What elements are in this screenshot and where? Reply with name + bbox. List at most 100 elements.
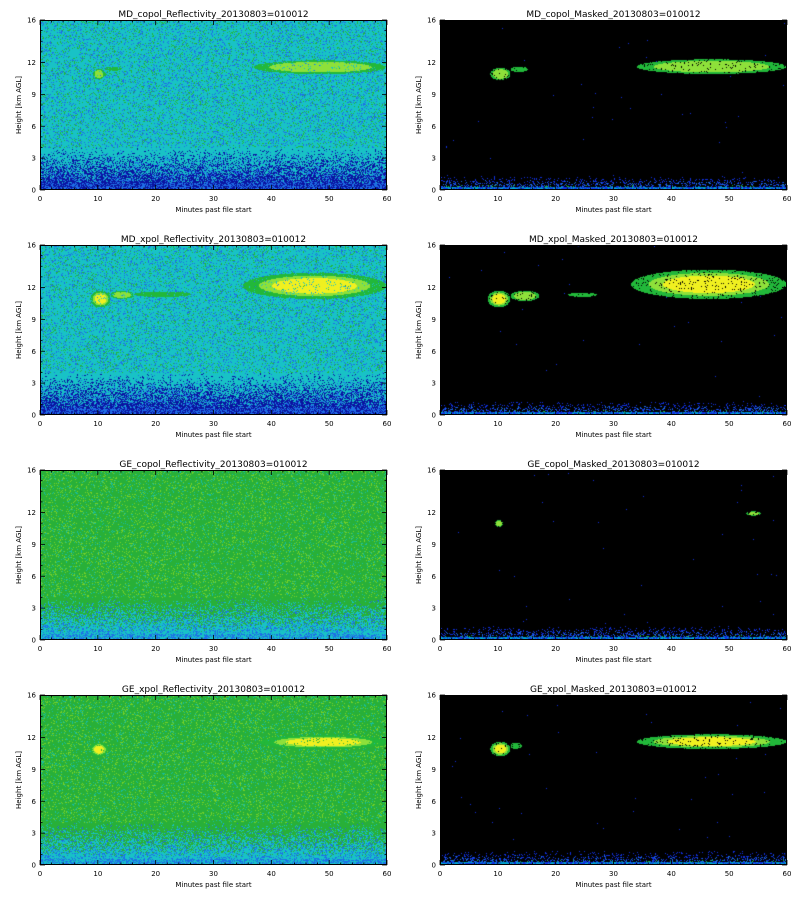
y-tick-label: 12 xyxy=(27,734,36,742)
x-axis-label: Minutes past file start xyxy=(175,206,252,214)
x-tick-label: 60 xyxy=(783,870,792,878)
radar-panel: MD_copol_Reflectivity_20130803=010012 0 10… xyxy=(0,0,400,225)
y-tick-label: 0 xyxy=(32,862,36,870)
y-tick-label: 16 xyxy=(427,17,436,25)
reflectivity-heatmap xyxy=(41,21,386,189)
y-tick-label: 9 xyxy=(32,541,36,549)
x-tick-label: 20 xyxy=(551,870,560,878)
reflectivity-heatmap xyxy=(441,471,786,639)
axes-overlay: 0 10 20 30 40 50 60 0 3 6 9 12 16 Height [km AGL] Minu… xyxy=(15,242,392,440)
axes-overlay: 0 10 20 30 40 50 60 0 3 6 9 12 16 Height [km AGL] Minu… xyxy=(15,692,391,890)
radar-panel: GE_copol_Reflectivity_20130803=010012 0 10… xyxy=(0,450,400,675)
y-tick-label: 16 xyxy=(27,692,36,700)
x-tick-label: 30 xyxy=(609,645,618,653)
panel-title: MD_copol_Masked_20130803=010012 xyxy=(526,10,701,20)
x-tick-label: 20 xyxy=(551,195,560,203)
x-tick-label: 40 xyxy=(267,870,276,878)
heatmap-plot-area xyxy=(40,470,387,640)
y-axis-label: Height [km AGL] xyxy=(415,751,423,809)
y-tick-label: 12 xyxy=(427,734,436,742)
y-tick-label: 12 xyxy=(27,284,36,292)
radar-panel: MD_copol_Masked_20130803=010012 0 10 20 30 40… xyxy=(400,0,800,225)
x-tick-label: 20 xyxy=(151,420,160,428)
y-tick-label: 9 xyxy=(32,316,36,324)
x-tick-label: 0 xyxy=(438,645,442,653)
y-tick-label: 6 xyxy=(32,573,37,581)
x-tick-label: 10 xyxy=(493,645,502,653)
x-tick-label: 0 xyxy=(38,420,42,428)
panel-title: MD_xpol_Reflectivity_20130803=010012 xyxy=(120,235,307,245)
x-tick-label: 20 xyxy=(151,195,160,203)
y-tick-label: 16 xyxy=(427,242,436,250)
panel-title: GE_xpol_Masked_20130803=010012 xyxy=(529,685,698,695)
x-tick-label: 50 xyxy=(325,420,334,428)
panel-title: MD_xpol_Masked_20130803=010012 xyxy=(528,235,699,245)
panel-title: GE_xpol_Reflectivity_20130803=010012 xyxy=(121,685,306,695)
x-tick-label: 40 xyxy=(667,645,676,653)
x-tick-label: 30 xyxy=(209,420,218,428)
x-tick-label: 20 xyxy=(551,645,560,653)
x-tick-label: 50 xyxy=(725,645,734,653)
y-tick-label: 6 xyxy=(432,348,437,356)
heatmap-plot-area xyxy=(440,20,787,190)
axes-overlay: 0 10 20 30 40 50 60 0 3 6 9 12 16 Height [km AGL] Minu… xyxy=(415,692,792,890)
x-tick-label: 10 xyxy=(493,420,502,428)
panel-title: GE_copol_Reflectivity_20130803=010012 xyxy=(119,460,308,470)
y-tick-label: 6 xyxy=(32,123,37,131)
x-tick-label: 50 xyxy=(725,195,734,203)
y-axis-label: Height [km AGL] xyxy=(15,76,23,134)
y-tick-label: 9 xyxy=(432,766,436,774)
y-tick-label: 3 xyxy=(432,380,436,388)
y-tick-label: 16 xyxy=(27,17,36,25)
axes-overlay: 0 10 20 30 40 50 60 0 3 6 9 12 16 Height [km AGL] Minu… xyxy=(415,467,792,665)
x-tick-label: 30 xyxy=(209,870,218,878)
y-axis-label: Height [km AGL] xyxy=(415,301,423,359)
reflectivity-heatmap xyxy=(441,21,786,189)
x-tick-label: 50 xyxy=(325,870,334,878)
y-tick-label: 0 xyxy=(432,412,436,420)
y-tick-label: 6 xyxy=(32,798,37,806)
y-axis-label: Height [km AGL] xyxy=(415,526,423,584)
radar-panel: MD_xpol_Masked_20130803=010012 0 10 20 30 40 5… xyxy=(400,225,800,450)
x-tick-label: 60 xyxy=(783,645,792,653)
x-tick-label: 60 xyxy=(383,420,392,428)
x-tick-label: 50 xyxy=(725,870,734,878)
y-tick-label: 12 xyxy=(427,509,436,517)
y-tick-label: 3 xyxy=(32,830,36,838)
panel-title: MD_copol_Reflectivity_20130803=010012 xyxy=(118,10,309,20)
x-tick-label: 0 xyxy=(38,195,42,203)
y-tick-label: 9 xyxy=(432,316,436,324)
y-axis-label: Height [km AGL] xyxy=(15,301,23,359)
x-tick-label: 50 xyxy=(725,420,734,428)
y-tick-label: 6 xyxy=(432,573,437,581)
reflectivity-heatmap xyxy=(41,696,386,864)
x-tick-label: 10 xyxy=(493,870,502,878)
y-tick-label: 12 xyxy=(27,59,36,67)
y-tick-label: 0 xyxy=(32,637,36,645)
heatmap-plot-area xyxy=(40,20,387,190)
y-tick-label: 3 xyxy=(432,155,436,163)
x-tick-label: 0 xyxy=(438,420,442,428)
y-tick-label: 0 xyxy=(32,412,36,420)
axes-overlay: 0 10 20 30 40 50 60 0 3 6 9 12 16 Height [km AGL] Minu… xyxy=(415,242,791,440)
reflectivity-heatmap xyxy=(41,471,386,639)
y-tick-label: 12 xyxy=(427,284,436,292)
x-axis-label: Minutes past file start xyxy=(575,431,652,439)
x-tick-label: 60 xyxy=(383,645,392,653)
y-tick-label: 6 xyxy=(432,123,437,131)
heatmap-plot-area xyxy=(40,245,387,415)
x-tick-label: 0 xyxy=(438,870,442,878)
y-tick-label: 0 xyxy=(32,187,36,195)
y-tick-label: 3 xyxy=(32,380,36,388)
x-tick-label: 0 xyxy=(38,870,42,878)
y-tick-label: 0 xyxy=(432,187,436,195)
x-tick-label: 50 xyxy=(325,195,334,203)
x-tick-label: 30 xyxy=(609,195,618,203)
y-tick-label: 3 xyxy=(432,605,436,613)
x-tick-label: 40 xyxy=(267,645,276,653)
y-tick-label: 9 xyxy=(432,541,436,549)
y-axis-label: Height [km AGL] xyxy=(15,526,23,584)
panel-title: GE_copol_Masked_20130803=010012 xyxy=(527,460,700,470)
axes-overlay: 0 10 20 30 40 50 60 0 3 6 9 12 16 Height [km AGL] Minu… xyxy=(15,17,391,215)
x-tick-label: 10 xyxy=(93,195,102,203)
